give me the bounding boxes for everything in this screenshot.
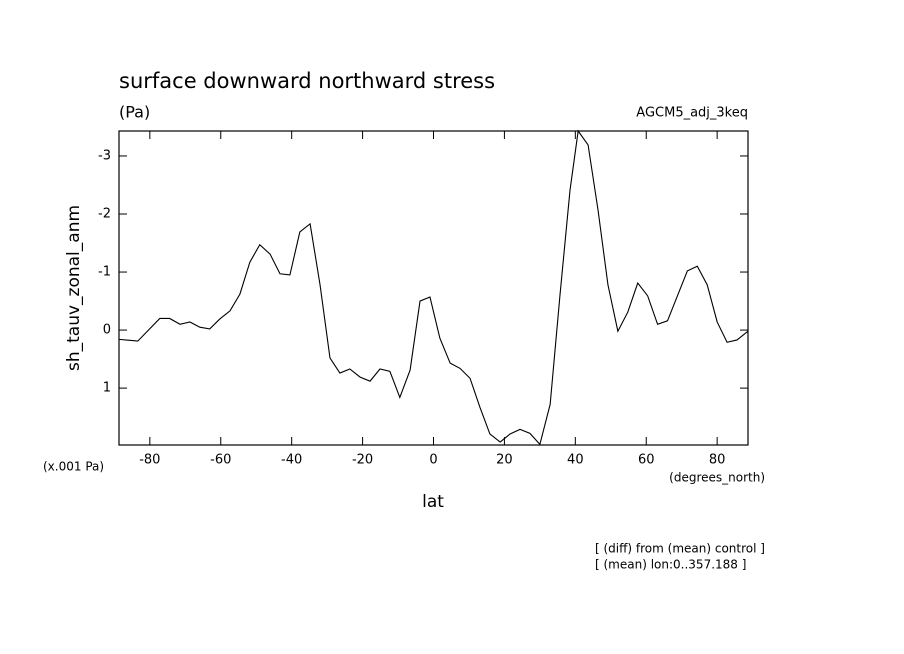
x-axis-label: lat	[422, 492, 444, 512]
y-axis-label: sh_tauv_zonal_anm	[64, 205, 84, 371]
run-label: AGCM5_adj_3keq	[636, 106, 748, 121]
x-tick-label: 60	[638, 453, 655, 468]
y-tick-label: -1	[98, 265, 111, 280]
y-tick-label: -2	[98, 206, 111, 221]
data-line	[118, 129, 749, 446]
y-tick-label: 0	[103, 323, 111, 338]
y-tick-label: 1	[103, 381, 111, 396]
x-tick-label: -60	[210, 453, 231, 468]
x-tick-label: 40	[567, 453, 584, 468]
x-unit: (degrees_north)	[669, 471, 765, 485]
note: [ (diff) from (mean) control ]	[595, 542, 765, 556]
x-tick-label: 20	[496, 453, 513, 468]
x-tick-label: -20	[352, 453, 373, 468]
x-tick-label: -80	[139, 453, 160, 468]
x-tick-label: -40	[281, 453, 302, 468]
subtitle: (Pa)	[119, 103, 150, 122]
note: [ (mean) lon:0..357.188 ]	[595, 558, 746, 572]
chart-title: surface downward northward stress	[119, 69, 495, 93]
y-tick-label: -3	[98, 148, 111, 163]
y-unit: (x.001 Pa)	[43, 460, 104, 474]
plot-frame	[118, 130, 749, 446]
x-tick-label: 0	[429, 453, 437, 468]
x-tick-label: 80	[709, 453, 726, 468]
